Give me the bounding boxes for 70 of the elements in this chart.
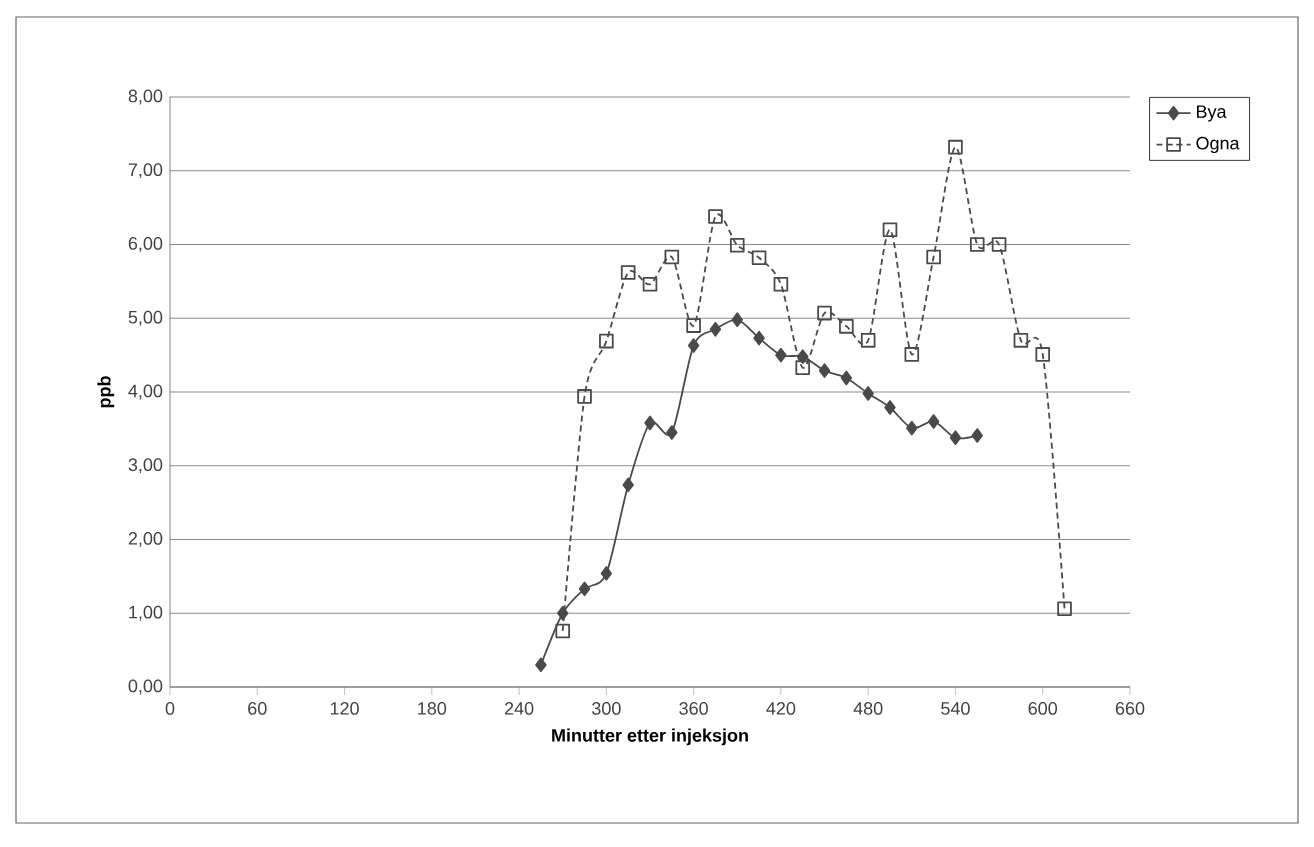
point (644, 415, 656, 431)
x-tick-label: 180 (418, 702, 447, 715)
point (666, 425, 678, 440)
y-tick-label: 6,00 (128, 237, 163, 252)
x-tick-label: 420 (766, 702, 796, 715)
point (622, 477, 634, 493)
point (797, 349, 809, 364)
point (535, 657, 547, 673)
x-tick-label: 660 (1115, 702, 1145, 715)
point (839, 319, 854, 334)
point (969, 237, 985, 252)
point (795, 360, 811, 375)
y-tick-label: 8,00 (128, 89, 163, 105)
y-tick-label: 3,00 (128, 458, 163, 474)
x-tick-label: 0 (165, 702, 175, 715)
point (557, 605, 569, 621)
point (775, 347, 787, 363)
point (620, 265, 636, 280)
point (577, 389, 592, 404)
point (1057, 601, 1072, 617)
point (948, 139, 963, 155)
x-tick-label: 360 (679, 702, 708, 715)
x-tick-label: 60 (248, 702, 267, 715)
point (773, 277, 789, 292)
point (817, 305, 832, 321)
legend-label: Ogna (1196, 136, 1240, 154)
y-tick-label: 2,00 (128, 532, 163, 547)
x-tick-label: 120 (330, 702, 359, 715)
point (687, 338, 700, 353)
y-axis-title: ppb (97, 376, 115, 408)
point (751, 250, 767, 266)
point (599, 333, 614, 349)
point (729, 237, 745, 253)
point (731, 312, 743, 328)
point (1035, 347, 1051, 362)
point (971, 428, 983, 443)
point (904, 347, 920, 362)
x-tick-label: 540 (941, 702, 970, 715)
point (753, 330, 765, 346)
x-tick-label: 240 (504, 702, 534, 715)
point (555, 623, 571, 639)
y-tick-label: 1,00 (129, 605, 163, 621)
point (882, 222, 898, 238)
y-tick-label: 4,00 (128, 384, 163, 400)
point (991, 237, 1007, 252)
point (642, 277, 658, 292)
x-tick-label: 480 (853, 702, 883, 715)
x-tick-label: 600 (1028, 702, 1058, 715)
point (600, 566, 613, 581)
x-axis-title: Minutter etter injeksjon (552, 728, 748, 746)
point (840, 370, 853, 386)
point (927, 414, 940, 429)
x-tick-label: 300 (592, 702, 621, 715)
y-tick-label: 0,00 (128, 679, 163, 695)
point (578, 581, 591, 597)
point (709, 322, 722, 337)
point (884, 400, 896, 415)
y-tick-label: 5,00 (128, 310, 163, 326)
legend-label: Bya (1197, 105, 1227, 122)
point (926, 249, 941, 265)
y-tick-label: 7,00 (128, 163, 163, 179)
point (860, 333, 876, 348)
point (818, 363, 831, 378)
point (949, 430, 962, 446)
point (1013, 333, 1029, 348)
point (906, 420, 918, 436)
point (708, 209, 723, 224)
point (664, 249, 680, 265)
point (686, 318, 701, 333)
point (862, 386, 874, 401)
